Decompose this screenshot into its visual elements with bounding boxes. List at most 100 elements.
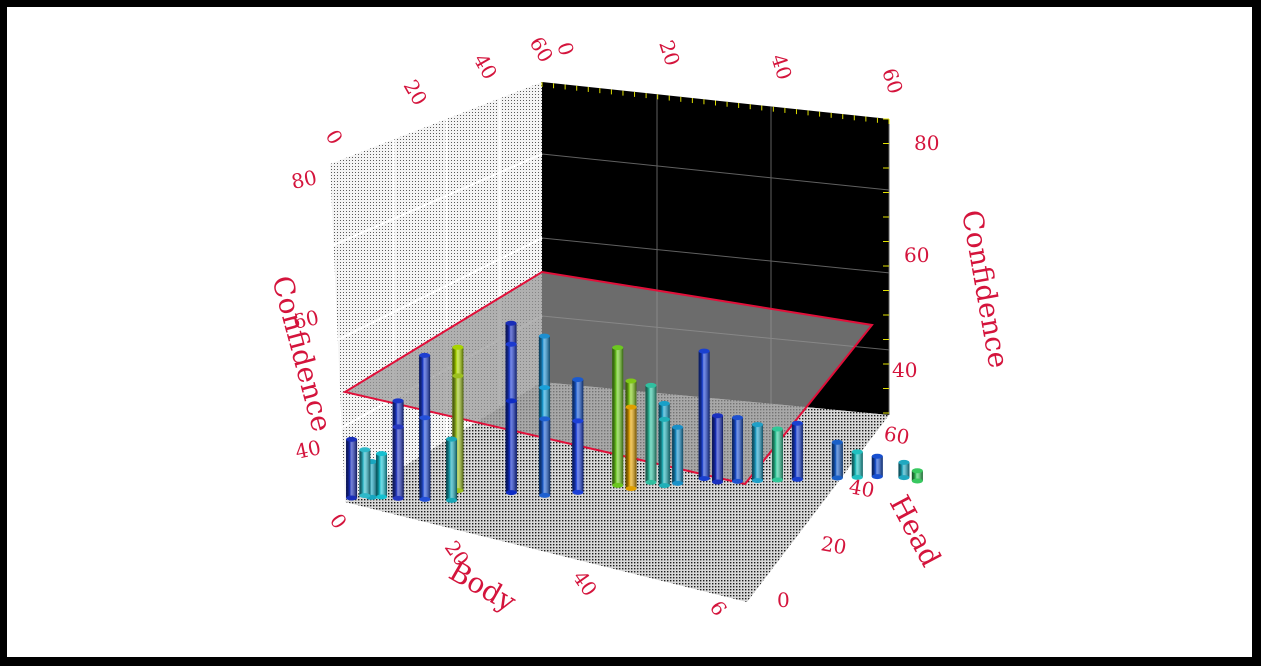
- bar-shading: [376, 453, 388, 497]
- grid-line: [541, 153, 890, 191]
- bar-base: [871, 474, 883, 480]
- bar-base: [419, 496, 431, 502]
- bar-cap: [505, 320, 517, 326]
- bar-base: [898, 475, 910, 481]
- bar-cap: [572, 377, 584, 383]
- bar: [732, 415, 743, 484]
- x-tick-40: 40: [568, 566, 602, 601]
- bar-shading: [539, 418, 551, 496]
- z-tick-right-80: 80: [914, 131, 939, 155]
- bar-shading: [625, 407, 637, 489]
- bar-shading: [658, 419, 670, 486]
- top-right-tick-20: 20: [654, 37, 685, 69]
- bar-base: [539, 492, 551, 498]
- bar-cap: [572, 418, 584, 424]
- bar-cap: [392, 398, 404, 404]
- bar-shading: [452, 375, 464, 491]
- bar-shading: [871, 456, 883, 477]
- z-tick-left-80: 80: [289, 165, 319, 194]
- bar-base: [851, 474, 863, 480]
- bar: [712, 413, 724, 485]
- bar-cap: [791, 420, 803, 426]
- bar: [871, 453, 883, 480]
- bar: [791, 420, 803, 482]
- bar-base: [658, 483, 670, 489]
- bar-cap: [871, 453, 883, 459]
- bar-base: [771, 477, 783, 483]
- bar-3d-chart: 80 60 40 80 60 40 0 20 40 60 0 20 40 60: [265, 33, 1015, 621]
- bar-cap: [658, 416, 670, 422]
- bar-cap: [831, 439, 843, 445]
- bar-shading: [851, 451, 863, 478]
- bar-cap: [452, 373, 464, 379]
- bar-shading: [359, 449, 371, 496]
- bar: [698, 348, 710, 482]
- y-tick-40: 40: [847, 474, 876, 502]
- z-tick-right-60: 60: [904, 243, 929, 267]
- bar: [645, 382, 657, 485]
- bar: [376, 451, 388, 500]
- chart-canvas: 80 60 40 80 60 40 0 20 40 60 0 20 40 60: [7, 7, 1252, 657]
- bar-base: [612, 482, 624, 488]
- bar-base: [446, 497, 458, 503]
- bar: [572, 418, 584, 495]
- bar-cap: [505, 341, 517, 347]
- top-left-tick-40: 40: [469, 50, 503, 84]
- bar-cap: [612, 345, 624, 351]
- bar-cap: [539, 385, 551, 391]
- top-left-tick-60: 60: [525, 33, 559, 67]
- bar-cap: [376, 451, 388, 457]
- bar-base: [625, 486, 637, 492]
- bar-cap: [732, 415, 743, 421]
- bar-cap: [771, 426, 783, 432]
- bar-cap: [911, 468, 923, 474]
- bar-cap: [359, 447, 371, 453]
- bar-base: [376, 494, 388, 500]
- bar-shading: [366, 461, 378, 498]
- bar: [446, 436, 458, 503]
- top-right-tick-0: 0: [552, 39, 579, 59]
- bar-shading: [505, 400, 517, 493]
- grid-line: [337, 237, 543, 341]
- bar: [612, 345, 624, 488]
- bar-cap: [539, 416, 551, 422]
- bar-shading: [771, 429, 783, 480]
- bar-base: [392, 495, 404, 501]
- bar: [751, 422, 763, 484]
- bar-cap: [658, 401, 670, 406]
- top-right-tick-60: 60: [877, 65, 908, 97]
- top-right-ticks: 0 20 40 60: [552, 37, 908, 97]
- bar-base: [505, 490, 517, 496]
- bar-cap: [672, 424, 684, 430]
- bar: [851, 449, 863, 480]
- bar-shading: [791, 423, 803, 480]
- bar-shading: [672, 427, 684, 484]
- bar-shading: [346, 439, 358, 498]
- bar-shading: [645, 385, 657, 483]
- y-tick-60: 60: [882, 421, 911, 449]
- bar-shading: [612, 347, 624, 486]
- bar-shading: [831, 442, 843, 478]
- z-tick-left-40: 40: [293, 435, 323, 464]
- bar-shading: [446, 439, 458, 501]
- bar-cap: [419, 352, 431, 358]
- bar-shading: [392, 426, 404, 499]
- bar-cap: [505, 398, 517, 404]
- bar-cap: [452, 344, 464, 350]
- x-axis-title: Body: [444, 554, 522, 618]
- bar-shading: [732, 417, 743, 482]
- bar-base: [791, 476, 803, 482]
- z-axis-title-right: Confidence: [955, 207, 1015, 370]
- bar-shading: [751, 424, 763, 481]
- grid-line: [333, 153, 543, 247]
- bar-cap: [898, 459, 910, 465]
- z-tick-left-60: 60: [291, 305, 321, 334]
- bar-cap: [446, 436, 458, 442]
- bar-base: [572, 489, 584, 495]
- bar-cap: [851, 449, 863, 455]
- bar-base: [712, 479, 724, 485]
- bar-cap: [419, 415, 431, 421]
- y-axis-ticks: 0 20 40 60: [777, 421, 911, 612]
- bar-cap: [698, 348, 710, 354]
- bar-base: [698, 476, 710, 482]
